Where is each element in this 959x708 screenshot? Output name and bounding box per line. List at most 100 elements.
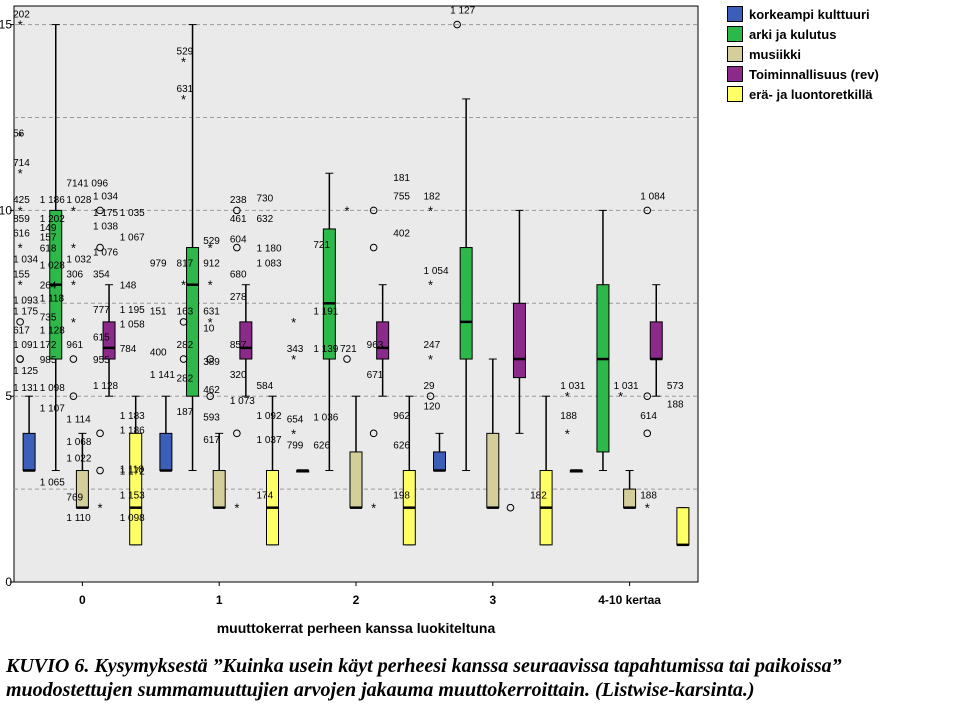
case-label: 188 xyxy=(640,491,657,502)
box xyxy=(623,488,637,509)
case-label: 614 xyxy=(640,411,657,422)
boxes xyxy=(22,24,690,547)
case-label: 1 073 xyxy=(230,396,255,407)
legend-swatch xyxy=(727,6,743,22)
case-label: 187 xyxy=(177,407,194,418)
case-label: 1 125 xyxy=(13,366,38,377)
outlier-star: * xyxy=(428,352,433,367)
outlier-star: * xyxy=(645,501,650,516)
outlier-star: * xyxy=(18,203,23,218)
legend-swatch xyxy=(727,46,743,62)
case-label: 1 191 xyxy=(313,307,338,318)
case-label: 182 xyxy=(530,491,547,502)
outlier-circle xyxy=(643,429,652,438)
case-label: 1 067 xyxy=(120,232,145,243)
legend-item: erä- ja luontoretkillä xyxy=(727,84,955,104)
x-axis-title: muuttokerrat perheen kanssa luokiteltuna xyxy=(217,620,496,636)
box xyxy=(433,451,446,472)
outlier-circle xyxy=(369,206,378,215)
box xyxy=(159,432,173,472)
case-label: 354 xyxy=(93,270,110,281)
case-label: 584 xyxy=(257,381,274,392)
y-tick-label: 15 xyxy=(0,18,12,32)
case-label: 955 xyxy=(93,355,110,366)
legend: korkeampi kulttuuri arki ja kulutus musiik… xyxy=(727,4,955,104)
outlier-circle xyxy=(206,355,214,363)
case-label: 593 xyxy=(203,413,220,424)
outlier-circle xyxy=(96,466,104,475)
case-label: 1 186 xyxy=(40,195,65,206)
outlier-star: * xyxy=(71,315,76,330)
outlier-star: * xyxy=(428,278,433,293)
outlier-star: * xyxy=(71,278,76,293)
case-label: 632 xyxy=(257,214,274,225)
outlier-circle xyxy=(233,429,241,438)
case-label: 172 xyxy=(40,340,57,351)
outlier-circle xyxy=(16,355,24,363)
outlier-circle xyxy=(69,392,78,400)
outlier-star: * xyxy=(565,426,570,441)
case-label: 616 xyxy=(13,229,30,240)
legend-label: korkeampi kulttuuri xyxy=(749,6,870,22)
legend-item: korkeampi kulttuuri xyxy=(727,4,955,24)
case-label: 1 114 xyxy=(66,414,91,425)
case-label: 680 xyxy=(230,270,247,281)
case-label: 1 031 xyxy=(560,381,585,392)
case-label: 1 092 xyxy=(257,411,282,422)
case-label: 1 183 xyxy=(120,411,145,422)
case-label: 769 xyxy=(66,493,83,504)
legend-item: arki ja kulutus xyxy=(727,24,955,44)
case-label: 817 xyxy=(177,258,194,269)
case-label: 671 xyxy=(367,370,384,381)
case-label: 163 xyxy=(177,307,194,318)
case-label: 617 xyxy=(13,325,30,336)
outliers: * * * * * * * * * * * * * * * * * * * * * * * * * * * * * * xyxy=(16,18,652,516)
outlier-star: * xyxy=(18,18,23,33)
case-label: 1 038 xyxy=(93,221,118,232)
caption-line-1: KUVIO 6. Kysymyksestä ”Kuinka usein käyt… xyxy=(6,655,842,677)
outlier-star: * xyxy=(618,389,623,404)
case-label: 1 035 xyxy=(120,208,145,219)
outlier-circle xyxy=(96,206,104,215)
case-label: 149 xyxy=(40,223,57,234)
legend-label: erä- ja luontoretkillä xyxy=(749,86,873,102)
case-label: 1 139 xyxy=(313,344,338,355)
case-label: 1 054 xyxy=(424,266,449,277)
outlier-star: * xyxy=(71,203,76,218)
case-label: 1 128 xyxy=(40,325,65,336)
outlier-star: * xyxy=(18,278,23,293)
case-label: 1 065 xyxy=(40,478,65,489)
case-label: 573 xyxy=(667,381,684,392)
case-label: 1 141 xyxy=(150,370,175,381)
x-tick-label: 1 xyxy=(216,593,223,607)
box xyxy=(322,228,336,360)
x-tick-label: 2 xyxy=(353,593,360,607)
case-label: 320 xyxy=(230,370,247,381)
box xyxy=(459,247,473,360)
case-label: 979 xyxy=(150,258,167,269)
outlier-star: * xyxy=(371,501,376,516)
outlier-star: * xyxy=(181,55,186,70)
case-label: 148 xyxy=(120,281,137,292)
case-label: 1 028 xyxy=(66,195,91,206)
outlier-star: * xyxy=(291,352,296,367)
case-label: 1 131 xyxy=(13,383,38,394)
figure-caption: KUVIO 6. Kysymyksestä ”Kuinka usein käyt… xyxy=(6,654,956,702)
case-label: 859 xyxy=(13,214,30,225)
case-label: 1 031 xyxy=(614,381,639,392)
legend-item: musiikki xyxy=(727,44,955,64)
outlier-circle xyxy=(453,20,461,29)
case-label: 799 xyxy=(287,441,304,452)
outlier-star: * xyxy=(208,241,213,256)
outlier-circle xyxy=(206,392,214,400)
case-label: 1 172 xyxy=(120,467,145,478)
outlier-circle xyxy=(369,429,378,438)
case-label: 264 xyxy=(40,281,57,292)
outlier-star: * xyxy=(234,501,239,516)
case-label: 1 180 xyxy=(257,244,282,255)
case-label: 198 xyxy=(393,491,410,502)
box xyxy=(212,470,226,509)
case-label: 56 xyxy=(13,128,25,139)
case-label: 462 xyxy=(203,385,220,396)
y-tick-label: 5 xyxy=(5,389,12,403)
